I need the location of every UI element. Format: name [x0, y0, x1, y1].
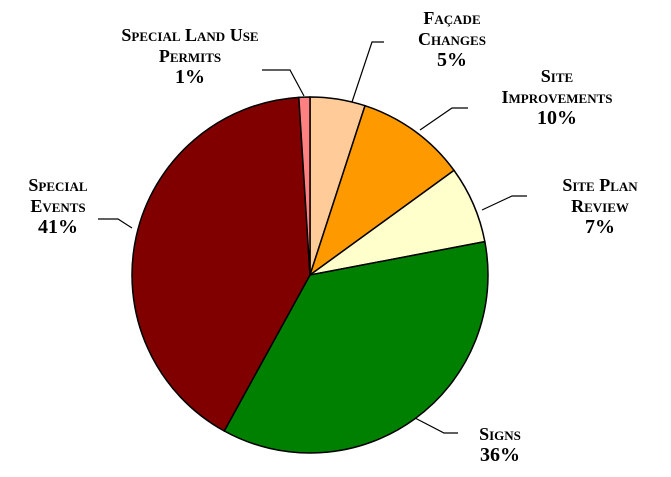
- category-name: Façade Changes: [418, 8, 486, 49]
- leader-line: [414, 417, 458, 434]
- value-label: 1%: [175, 66, 205, 88]
- category-name: Special Land Use Permits: [121, 25, 259, 66]
- value-label: 5%: [437, 49, 467, 71]
- slices: [131, 96, 489, 454]
- slice-label: Façade Changes 5%: [402, 8, 502, 71]
- slice-label: Site Improvements 10%: [487, 66, 627, 129]
- value-label: 41%: [38, 216, 78, 238]
- category-name: Site Plan Review: [562, 175, 638, 216]
- category-name: Special Events: [28, 175, 88, 216]
- pie-slice: [308, 104, 456, 277]
- leader-line: [481, 195, 527, 211]
- slice-label: Site Plan Review 7%: [540, 175, 660, 238]
- pie-slice: [298, 96, 311, 276]
- value-label: 7%: [585, 216, 615, 238]
- slice-label: Signs 36%: [450, 424, 550, 466]
- category-name: Signs: [479, 424, 521, 444]
- slice-label: Special Events 41%: [8, 175, 108, 238]
- leader-line: [351, 41, 384, 103]
- leader-line: [262, 69, 305, 97]
- leader-line: [419, 107, 468, 131]
- leader-line: [98, 218, 133, 229]
- pie-slice: [223, 240, 489, 454]
- leader-lines: [98, 41, 527, 434]
- value-label: 36%: [480, 444, 520, 466]
- slice-label: Special Land Use Permits 1%: [115, 25, 265, 88]
- value-label: 10%: [537, 107, 577, 129]
- pie-slice: [131, 96, 311, 433]
- category-name: Site Improvements: [501, 66, 613, 107]
